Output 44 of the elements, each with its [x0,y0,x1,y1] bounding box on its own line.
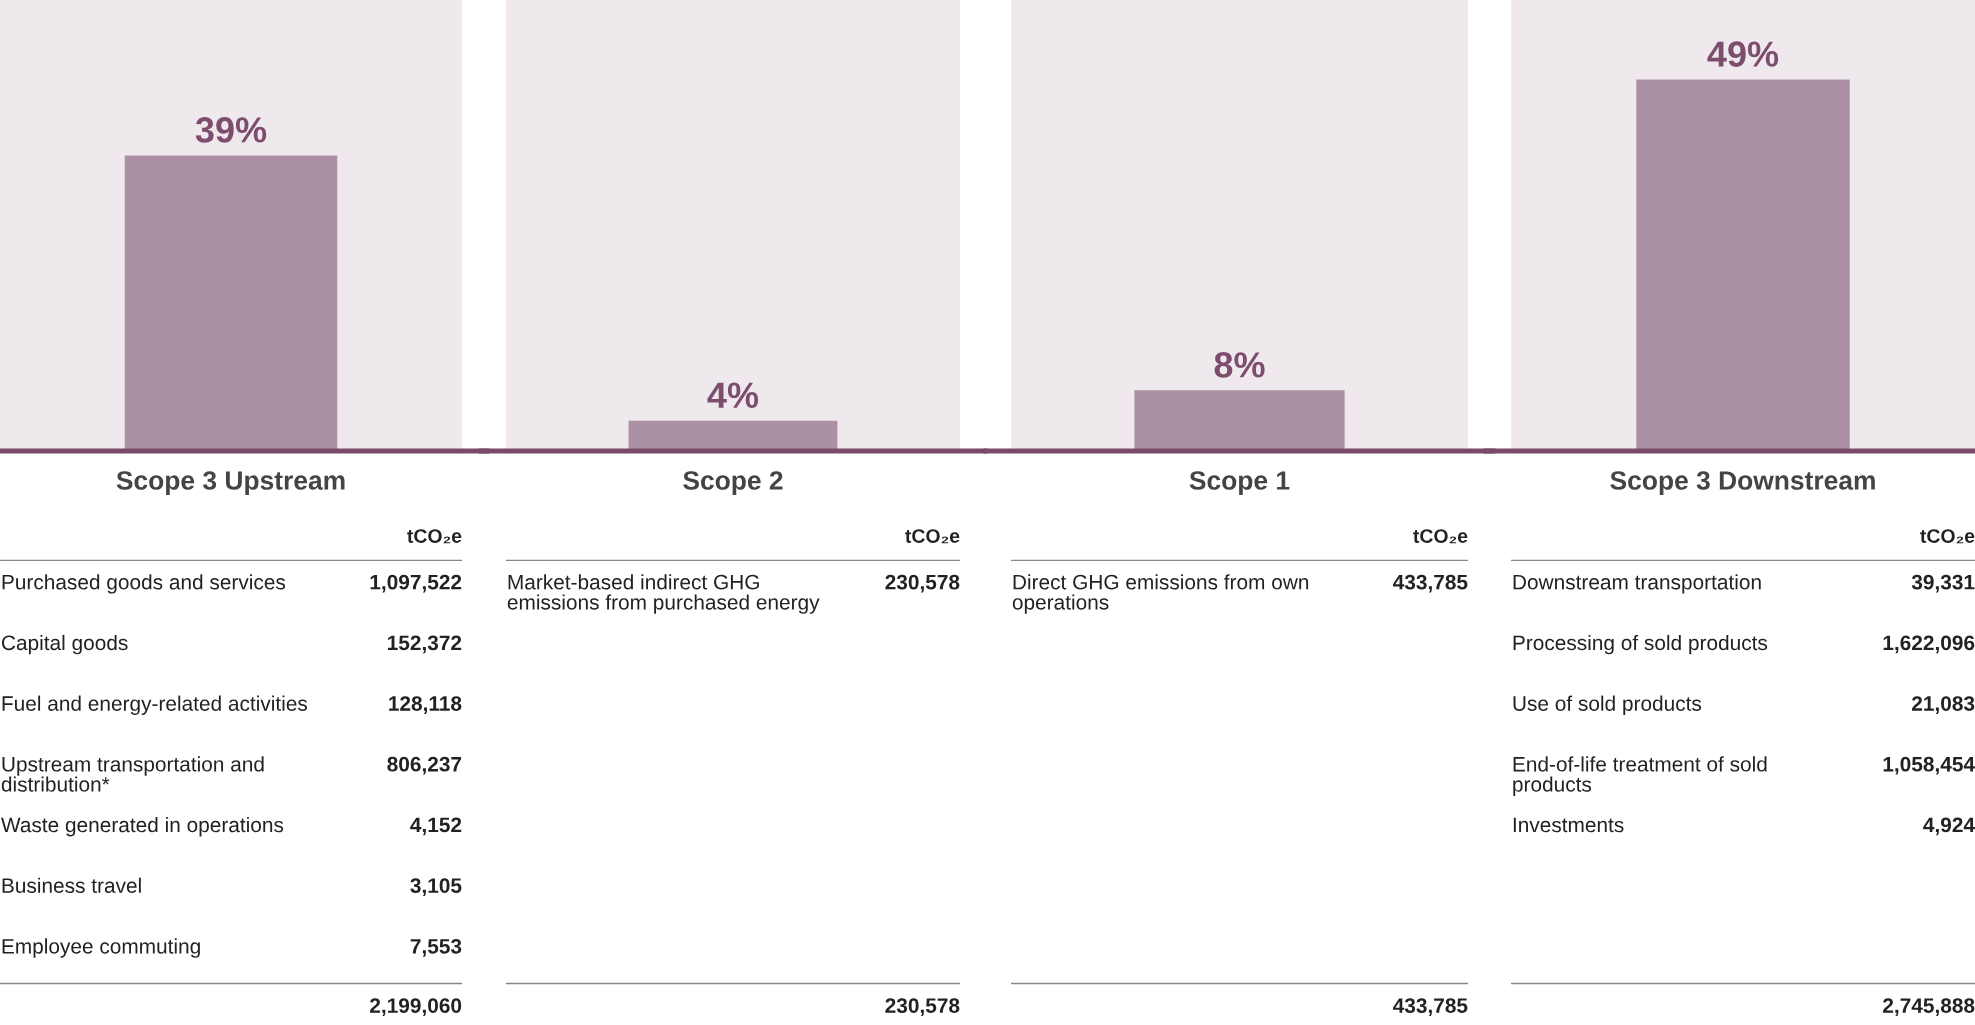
text: tCO₂e [407,529,462,544]
text: 1,058,454 [1883,756,1975,775]
x-tick-label: Scope 3 Upstream [116,471,345,496]
text: 21,083 [1912,696,1975,714]
text: 433,785 [1393,998,1468,1016]
category-label: Processing of sold products [1513,634,1768,655]
text: 4,152 [410,817,462,836]
text: 230,578 [885,574,960,593]
category-label: Fuel and energy-related activities [2,695,308,716]
text: 1,097,522 [370,574,462,593]
x-tick-label: Scope 2 [683,471,783,496]
text: 128,118 [389,696,462,714]
data-label: 4% [707,382,759,408]
text: 2,745,888 [1883,998,1975,1016]
category-label: Investments [1513,817,1624,833]
text: 152,372 [388,635,462,654]
category-label: Waste generated in operations [1,816,284,837]
category-label: Purchased goods and services [2,574,286,594]
category-label: Market-based indirect GHG emissions from purchased energy [507,574,820,614]
category-label: End-of-life treatment of sold products [1513,756,1767,796]
category-label: Employee commuting [2,938,200,958]
x-tick-label: Scope 3 Downstream [1610,471,1875,496]
text: tCO₂e [905,529,960,544]
text: 7,553 [410,938,462,957]
category-label: Upstream transportation and distribution* [1,756,264,792]
text: tCO₂e [1413,529,1468,544]
category-label: Use of sold products [1513,695,1702,716]
text: 230,578 [885,998,960,1016]
category-label: Downstream transportation [1513,574,1761,594]
data-label: 39% [195,117,267,143]
text: 2,199,060 [370,998,462,1016]
category-label: Business travel [2,877,141,893]
category-label: Capital goods [1,634,128,655]
text: 433,785 [1393,574,1468,593]
text: 3,105 [410,878,462,896]
data-label: 8% [1214,352,1265,378]
text: tCO₂e [1920,529,1975,544]
category-label: Direct GHG emissions from own operations [1012,574,1309,614]
text: 806,237 [387,756,462,775]
data-label: 49% [1707,41,1779,67]
text: 4,924 [1923,817,1975,836]
x-tick-label: Scope 1 [1189,471,1290,496]
text: 1,622,096 [1883,635,1975,654]
text: 39,331 [1911,574,1975,593]
